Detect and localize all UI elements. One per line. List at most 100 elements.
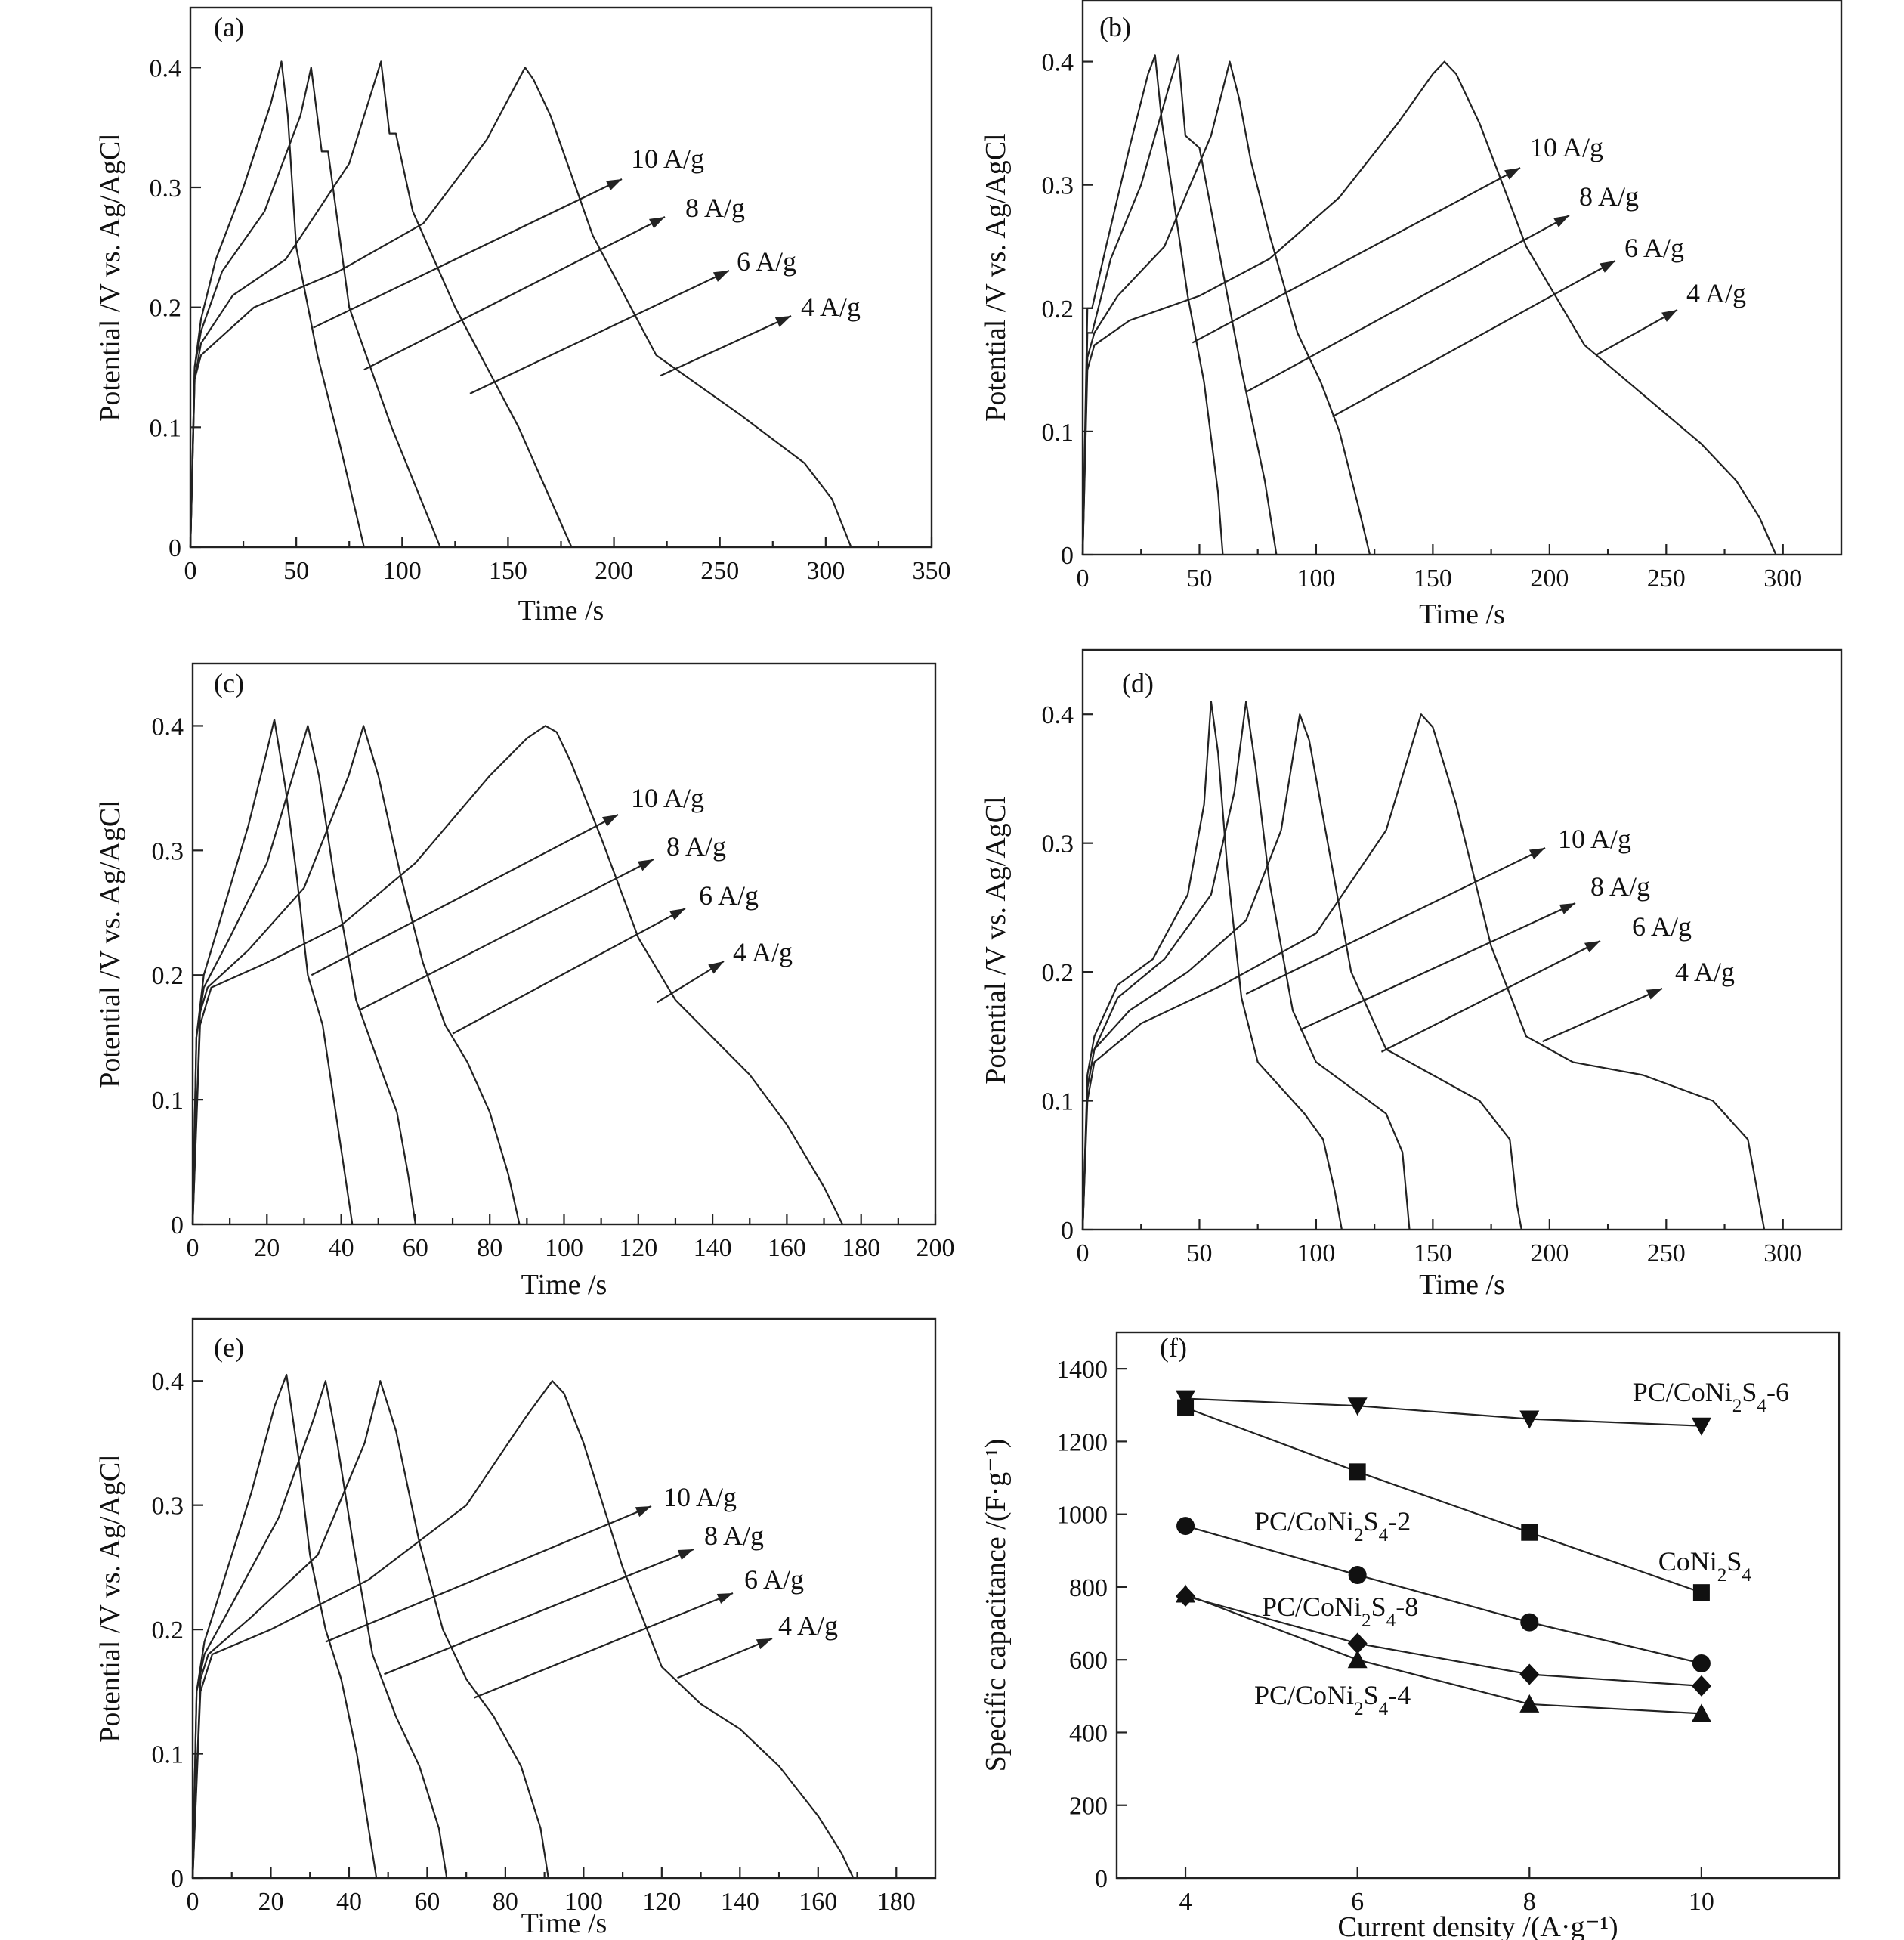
data-point-diamond	[1691, 1675, 1711, 1697]
x-tick-label: 100	[383, 557, 422, 585]
x-tick-label: 350	[913, 557, 951, 585]
x-tick-label: 20	[254, 1234, 280, 1262]
gcd-curve-6-a-g	[191, 1380, 549, 1879]
x-axis-label: Time /s	[1419, 599, 1505, 630]
x-tick-label: 150	[489, 557, 527, 585]
arrow-line	[325, 1505, 652, 1643]
x-tick-label: 160	[768, 1234, 806, 1262]
y-tick-label: 0.4	[1042, 701, 1074, 729]
arrow-head	[712, 271, 729, 282]
arrow-head	[1600, 261, 1615, 273]
arrow-line	[313, 178, 623, 329]
panel-a: 0 50 100 150 200 250 300 350 0 0.1 0.2 0.3 0.4 Time /…	[94, 6, 951, 627]
gcd-curve-4-a-g	[1081, 713, 1766, 1230]
arrow-head	[635, 1506, 651, 1518]
gcd-curve-10-a-g	[191, 1373, 378, 1879]
arrow-head	[1528, 848, 1545, 860]
x-tick-label: 10	[1689, 1888, 1714, 1916]
x-tick-label: 60	[414, 1888, 440, 1916]
arrow-head	[677, 1549, 694, 1560]
x-tick-label: 6	[1351, 1888, 1364, 1916]
data-point-triangle-down	[1691, 1417, 1711, 1436]
y-tick-label: 0	[1061, 542, 1074, 570]
data-point-circle	[1176, 1517, 1195, 1536]
gcd-curve-4-a-g	[1081, 60, 1777, 555]
rate-label: 4 A/g	[1675, 957, 1735, 987]
rate-label: 8 A/g	[685, 193, 745, 223]
x-axis-label: Time /s	[518, 595, 604, 627]
panel-letter: (f)	[1160, 1332, 1187, 1363]
data-point-triangle-down	[1176, 1390, 1196, 1409]
series-label: CoNi2S4	[1658, 1546, 1752, 1586]
data-point-square	[1177, 1399, 1195, 1416]
gcd-curve-8-a-g	[191, 1380, 448, 1879]
rate-label: 10 A/g	[1558, 824, 1631, 854]
rate-label: 6 A/g	[1632, 911, 1692, 942]
x-tick-label: 100	[1297, 1239, 1335, 1267]
rate-label: 8 A/g	[666, 831, 726, 862]
x-tick-label: 180	[877, 1888, 916, 1916]
y-tick-label: 0.2	[150, 295, 182, 323]
rate-label: 6 A/g	[737, 246, 796, 277]
arrow-line	[452, 908, 686, 1035]
y-tick-label: 1400	[1056, 1356, 1108, 1384]
x-tick-label: 140	[694, 1234, 732, 1262]
data-point-diamond	[1347, 1632, 1368, 1654]
panel-letter: (b)	[1099, 12, 1131, 42]
y-axis-label: Potential /V vs. Ag/AgCl	[94, 800, 126, 1088]
x-tick-label: 250	[1647, 1239, 1686, 1267]
y-tick-label: 0.4	[150, 54, 182, 82]
gcd-curve-10-a-g	[1081, 54, 1224, 555]
x-tick-label: 0	[1077, 565, 1090, 593]
gcd-curve-8-a-g	[1081, 54, 1278, 555]
x-tick-label: 200	[1530, 565, 1569, 593]
data-point-triangle-up	[1176, 1584, 1196, 1603]
y-tick-label: 0.1	[1042, 1088, 1074, 1116]
rate-label: 8 A/g	[1579, 181, 1639, 212]
y-tick-label: 0.4	[152, 1368, 184, 1396]
gcd-curve-4-a-g	[191, 1380, 855, 1879]
arrow-head	[648, 217, 665, 229]
arrow-head	[638, 859, 654, 871]
rate-label: 6 A/g	[699, 880, 759, 911]
y-tick-label: 0.1	[152, 1741, 184, 1769]
y-tick-label: 0.2	[1042, 295, 1074, 323]
x-tick-label: 140	[721, 1888, 759, 1916]
y-tick-label: 0.4	[152, 713, 184, 741]
rate-label: 10 A/g	[663, 1482, 737, 1512]
arrow-head	[774, 316, 791, 327]
plot-frame	[1081, 648, 1843, 1231]
arrow-line	[363, 216, 666, 371]
rate-label: 10 A/g	[631, 783, 704, 813]
x-tick-label: 50	[1186, 565, 1212, 593]
data-point-circle	[1692, 1654, 1711, 1673]
gcd-curve-8-a-g	[1081, 701, 1411, 1230]
y-tick-label: 1000	[1056, 1502, 1108, 1530]
arrow-head	[669, 908, 685, 920]
data-point-circle	[1348, 1566, 1367, 1585]
y-axis-label: Specific capacitance /(F·g⁻¹)	[980, 1439, 1012, 1772]
gcd-curve-10-a-g	[1081, 701, 1343, 1230]
y-tick-label: 200	[1069, 1793, 1108, 1821]
x-tick-label: 100	[564, 1888, 603, 1916]
arrow-head	[708, 961, 724, 974]
y-tick-label: 0.1	[150, 414, 182, 442]
arrow-line	[1596, 309, 1678, 356]
x-tick-label: 4	[1179, 1888, 1192, 1916]
arrow-line	[384, 1548, 694, 1675]
data-point-circle	[1520, 1613, 1539, 1632]
x-tick-label: 100	[1297, 565, 1335, 593]
x-tick-label: 0	[1077, 1239, 1090, 1267]
arrow-head	[605, 179, 622, 190]
y-tick-label: 0.3	[150, 175, 182, 203]
x-tick-label: 0	[187, 1234, 199, 1262]
rate-label: 8 A/g	[1590, 871, 1650, 902]
x-tick-label: 120	[642, 1888, 681, 1916]
gcd-curve-6-a-g	[1081, 60, 1371, 555]
plot-frame	[191, 1317, 937, 1880]
gcd-curve-6-a-g	[191, 725, 521, 1225]
data-point-triangle-up	[1519, 1694, 1540, 1713]
rate-label: 10 A/g	[1530, 132, 1603, 162]
gcd-curve-10-a-g	[191, 719, 354, 1225]
data-point-square	[1521, 1524, 1538, 1541]
